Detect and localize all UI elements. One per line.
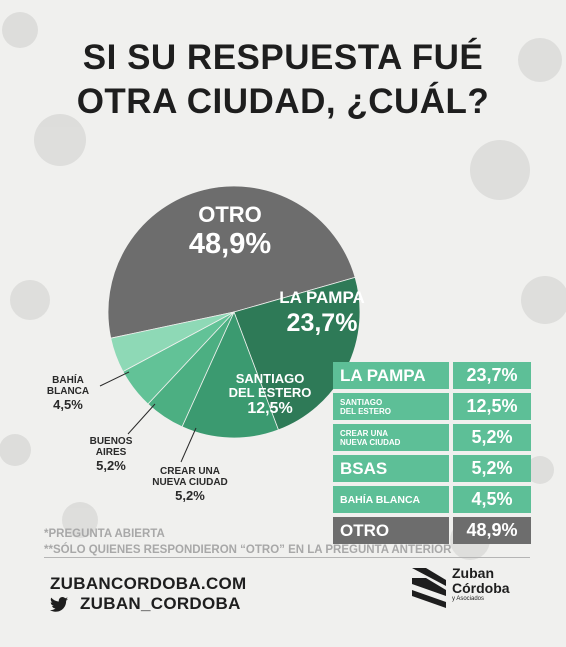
zuban-cordoba-logo: Zuban Córdoba y Asociados — [412, 566, 522, 616]
slice-label-la-pampa: LA PAMPA — [279, 288, 365, 307]
outside-label-buenos-aires: BUENOS AIRES 5,2% — [76, 436, 146, 473]
table-cell-name: CREAR UNA NUEVA CIUDAD — [333, 424, 449, 451]
table-cell-name: BSAS — [333, 455, 449, 482]
table-row-santiago: SANTIAGO DEL ESTERO 12,5% — [333, 393, 531, 420]
table-cell-value: 23,7% — [453, 362, 531, 389]
crear-value: 5,2% — [175, 488, 205, 503]
table-row-bsas: BSAS 5,2% — [333, 455, 531, 482]
table-row-bahia: BAHÍA BLANCA 4,5% — [333, 486, 531, 513]
title-line-1: SI SU RESPUESTA FUÉ — [82, 38, 484, 77]
twitter-icon — [50, 596, 68, 612]
slice-santiago — [181, 310, 279, 439]
logo-text-line3: y Asociados — [452, 596, 485, 602]
table-cell-value: 5,2% — [453, 455, 531, 482]
outside-label-crear: CREAR UNA NUEVA CIUDAD 5,2% — [140, 466, 240, 503]
bahia-line2: BLANCA — [46, 386, 90, 397]
chart-title: SI SU RESPUESTA FUÉ OTRA CIUDAD, ¿CUÁL? — [0, 36, 566, 124]
bahia-line1: BAHÍA — [52, 375, 84, 386]
crear-line2: NUEVA CIUDAD — [152, 477, 228, 488]
table-cell-value: 12,5% — [453, 393, 531, 420]
leader-line-bahia — [99, 371, 130, 387]
website-link[interactable]: ZUBANCORDOBA.COM — [50, 574, 247, 593]
table-cell-value: 48,9% — [453, 517, 531, 544]
results-table: LA PAMPA 23,7% SANTIAGO DEL ESTERO 12,5%… — [333, 362, 531, 548]
footnotes: *PREGUNTA ABIERTA **SÓLO QUIENES RESPOND… — [44, 526, 451, 558]
baires-value: 5,2% — [96, 458, 126, 473]
bahia-value: 4,5% — [53, 397, 83, 412]
table-cell-name-line2: DEL ESTERO — [340, 406, 391, 416]
logo-text-line2: Córdoba — [452, 580, 510, 596]
footnote-2: **SÓLO QUIENES RESPONDIERON “OTRO” EN LA… — [44, 544, 452, 556]
table-cell-name-line2: NUEVA CIUDAD — [340, 437, 401, 447]
slice-value-otro: 48,9% — [188, 228, 272, 260]
outside-label-bahia: BAHÍA BLANCA 4,5% — [28, 375, 108, 412]
baires-line1: BUENOS — [89, 436, 133, 447]
slice-label-santiago: SANTIAGO DEL ESTERO — [220, 372, 320, 400]
table-cell-name: BAHÍA BLANCA — [333, 486, 449, 513]
table-cell-value: 4,5% — [453, 486, 531, 513]
slice-otro — [107, 185, 356, 339]
table-row-crear: CREAR UNA NUEVA CIUDAD 5,2% — [333, 424, 531, 451]
table-row-la-pampa: LA PAMPA 23,7% — [333, 362, 531, 389]
twitter-handle[interactable]: ZUBAN_CORDOBA — [50, 594, 241, 614]
leader-line-crear — [180, 427, 197, 463]
logo-text-line1: Zuban — [452, 565, 494, 581]
slice-value-santiago: 12,5% — [247, 400, 293, 417]
table-cell-name: LA PAMPA — [333, 362, 449, 389]
table-cell-name: SANTIAGO DEL ESTERO — [333, 393, 449, 420]
baires-line2: AIRES — [95, 447, 127, 458]
slice-bahia — [110, 311, 235, 373]
title-line-2: OTRA CIUDAD, ¿CUÁL? — [76, 82, 490, 121]
slice-value-la-pampa: 23,7% — [286, 309, 358, 337]
footnote-1: *PREGUNTA ABIERTA — [44, 528, 165, 540]
table-cell-name: OTRO — [333, 517, 449, 544]
logo-mark-icon — [412, 568, 446, 608]
table-cell-name-line1: SANTIAGO — [340, 397, 383, 407]
table-cell-name-line1: CREAR UNA — [340, 428, 388, 438]
slice-label-otro: OTRO — [198, 202, 262, 227]
leader-line-buenos-aires — [127, 403, 156, 435]
divider — [44, 557, 530, 558]
table-row-otro: OTRO 48,9% — [333, 517, 531, 544]
twitter-handle-text: ZUBAN_CORDOBA — [80, 594, 241, 613]
table-cell-value: 5,2% — [453, 424, 531, 451]
slice-label-santiago-line2: DEL ESTERO — [228, 385, 312, 400]
slice-label-santiago-line1: SANTIAGO — [235, 371, 305, 386]
crear-line1: CREAR UNA — [160, 466, 220, 477]
